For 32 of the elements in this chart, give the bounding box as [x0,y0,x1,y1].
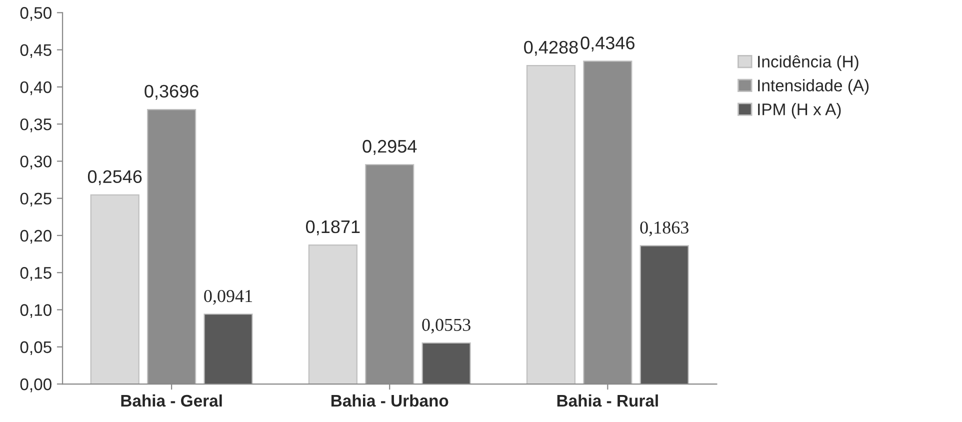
y-tick-label: 0,30 [20,156,52,170]
data-label: 0,0941 [204,290,252,305]
y-tick-label: 0,15 [20,267,52,281]
bar [526,64,576,384]
y-tick-label: 0,20 [20,230,52,244]
bar [308,244,358,384]
x-tick-label: Bahia - Rural [557,394,658,407]
legend-label: Intensidade (A) [758,79,869,95]
legend-label: IPM (H x A) [758,103,841,119]
y-tick-label: 0,45 [20,44,52,58]
data-label: 0,0553 [422,318,470,334]
y-tick-label: 0,00 [20,378,52,392]
legend-label: Incidência (H) [758,55,858,71]
y-tick-label: 0,40 [20,81,52,96]
data-label: 0,1863 [640,221,688,236]
x-tick-label: Bahia - Urbano [331,394,448,407]
y-tick-label: 0,05 [20,341,52,356]
data-label: 0,2546 [88,170,142,186]
y-tick-label: 0,10 [20,304,52,318]
y-tick-label: 0,50 [20,7,52,21]
data-label: 0,4346 [580,36,634,52]
bar [90,194,140,384]
bar [640,245,689,384]
data-label: 0,4288 [524,40,578,56]
data-label: 0,3696 [144,84,198,100]
y-tick-label: 0,25 [20,192,52,207]
bar [422,342,471,384]
y-tick-label: 0,35 [20,118,52,132]
data-label: 0,2954 [362,140,417,155]
bar [204,314,253,384]
data-label: 0,1871 [306,220,360,236]
x-tick-label: Bahia - Geral [121,394,222,407]
